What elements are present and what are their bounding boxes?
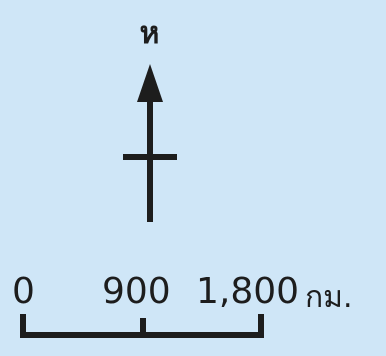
scale-label-900: 900 — [102, 271, 171, 312]
scale-label-1800: 1,800 — [196, 271, 300, 312]
scale-label-0: 0 — [12, 271, 35, 312]
scale-unit: กม. — [305, 280, 353, 315]
scale-bar — [20, 314, 264, 338]
north-label: ห — [139, 16, 160, 51]
north-arrow-icon — [123, 64, 177, 222]
